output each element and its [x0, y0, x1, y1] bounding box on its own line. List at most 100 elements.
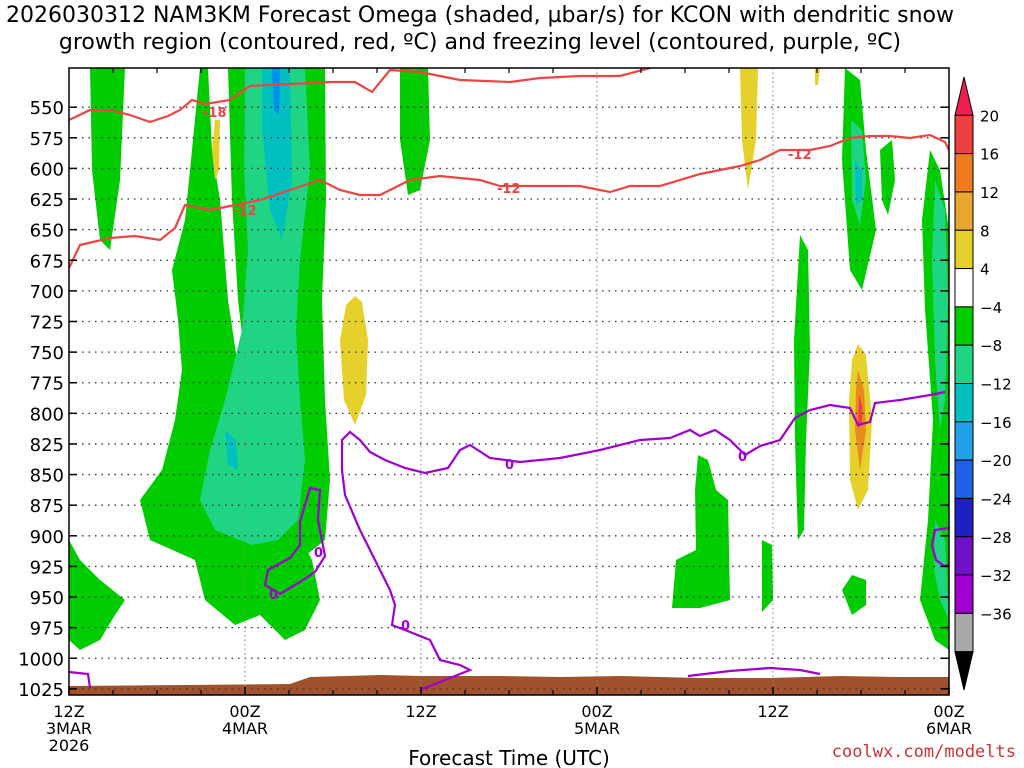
contour-label: -18: [203, 106, 227, 121]
contour-label: -12: [233, 204, 257, 219]
title-line-2: growth region (contoured, red, ºC) and f…: [58, 30, 902, 55]
dgz-contour-upper: [69, 68, 651, 124]
freezing-level-contour: [340, 390, 946, 692]
colorbar-swatch: [954, 421, 974, 461]
y-tick-label: 625: [30, 190, 64, 211]
x-tick-label: 00Z: [229, 702, 260, 721]
colorbar: 20 16 12 8 4 −4 −8 −12 −16 −20 −24 −28 −32 −36: [954, 76, 1012, 691]
y-tick-label: 650: [30, 221, 64, 242]
x-tick-label: 00Z: [933, 702, 964, 721]
y-tick-label: 875: [30, 496, 64, 517]
omega-region-green: [762, 540, 773, 612]
omega-region-green: [400, 68, 430, 195]
colorbar-swatch: [954, 153, 974, 193]
y-tick-label: 925: [30, 557, 64, 578]
colorbar-label: 12: [980, 184, 999, 202]
freezing-level-contour: [687, 666, 821, 678]
colorbar-swatch: [954, 268, 974, 308]
omega-region-green: [880, 140, 895, 215]
colorbar-label: 20: [980, 107, 999, 125]
colorbar-swatch: [954, 114, 974, 155]
omega-region-green: [842, 575, 866, 615]
colorbar-swatch: [954, 612, 974, 653]
y-tick-label: 900: [30, 527, 64, 548]
omega-region-light: [934, 520, 949, 620]
colorbar-swatch: [954, 191, 974, 231]
colorbar-label: 16: [980, 146, 999, 164]
colorbar-swatch: [954, 459, 974, 499]
colorbar-label: −8: [980, 337, 1002, 355]
x-axis-title: Forecast Time (UTC): [408, 746, 610, 768]
omega-shading: [69, 68, 949, 695]
omega-region-green: [69, 540, 125, 650]
contour-label: -12: [788, 148, 812, 163]
y-tick-label: 800: [30, 404, 64, 425]
y-tick-label: 550: [30, 98, 64, 119]
omega-region-blue: [272, 68, 280, 115]
x-tick-sublabel: 3MAR: [46, 719, 92, 738]
colorbar-cap: [954, 651, 974, 691]
omega-region-light: [932, 180, 948, 430]
omega-region-green: [90, 68, 125, 250]
y-tick-label: 1000: [18, 649, 64, 670]
y-tick-label: 600: [30, 159, 64, 180]
contour-label: 0: [505, 458, 514, 473]
y-tick-label: 825: [30, 435, 64, 456]
colorbar-label: −36: [980, 605, 1012, 623]
colorbar-label: 4: [980, 261, 990, 279]
colorbar-label: −4: [980, 299, 1002, 317]
y-tick-label: 850: [30, 466, 64, 487]
y-tick-label: 950: [30, 588, 64, 609]
contour-label: -12: [497, 182, 521, 197]
omega-region-yellow: [815, 68, 820, 85]
colorbar-swatch: [954, 383, 974, 423]
omega-region-teal: [855, 160, 862, 205]
x-tick-sublabel: 2026: [49, 736, 90, 755]
colorbar-swatch: [954, 497, 974, 538]
omega-region-green: [672, 455, 730, 608]
colorbar-label: −12: [980, 376, 1012, 394]
colorbar-label: −32: [980, 567, 1012, 585]
colorbar-swatch: [954, 574, 974, 614]
colorbar-cap: [954, 76, 974, 116]
omega-region-yellow: [340, 296, 368, 425]
contour-label: 0: [738, 450, 747, 465]
grid-lines: [69, 68, 949, 695]
colorbar-label: −16: [980, 414, 1012, 432]
y-tick-label: 675: [30, 251, 64, 272]
colorbar-label: −20: [980, 452, 1012, 470]
omega-region-green: [794, 235, 810, 540]
freezing-level-contour: [263, 486, 327, 596]
colorbar-swatch: [954, 229, 974, 270]
y-tick-label: 700: [30, 282, 64, 303]
y-tick-label: 575: [30, 129, 64, 150]
x-tick-sublabel: 6MAR: [926, 719, 972, 738]
x-tick-label: 12Z: [405, 702, 436, 721]
omega-region-yellow: [740, 68, 758, 190]
colorbar-swatch: [954, 536, 974, 576]
x-tick-label: 12Z: [757, 702, 788, 721]
y-tick-label: 1025: [18, 680, 64, 701]
contour-labels: -18 -12 -12 -12 0 0 0 0 0: [203, 106, 812, 634]
omega-region-yellow: [212, 120, 220, 180]
watermark: coolwx.com/modelts: [831, 742, 1016, 762]
omega-region-red: [858, 395, 862, 428]
y-axis: 550 575 600 625 650 675 700 725 750 775 800 825 850 8…: [18, 98, 949, 701]
contour-label: 0: [269, 588, 278, 603]
contours: [69, 68, 949, 692]
x-tick-label: 00Z: [581, 702, 612, 721]
dgz-contour-lower: [69, 133, 949, 269]
x-tick-label: 12Z: [53, 702, 84, 721]
freezing-level-contour: [69, 670, 92, 689]
y-tick-label: 775: [30, 374, 64, 395]
colorbar-swatch: [954, 344, 974, 384]
contour-label: 0: [401, 619, 410, 634]
colorbar-label: −24: [980, 490, 1012, 508]
colorbar-swatch: [954, 306, 974, 346]
y-tick-label: 750: [30, 343, 64, 364]
omega-region-teal: [225, 430, 238, 470]
x-tick-sublabel: 5MAR: [574, 719, 620, 738]
y-tick-label: 975: [30, 619, 64, 640]
